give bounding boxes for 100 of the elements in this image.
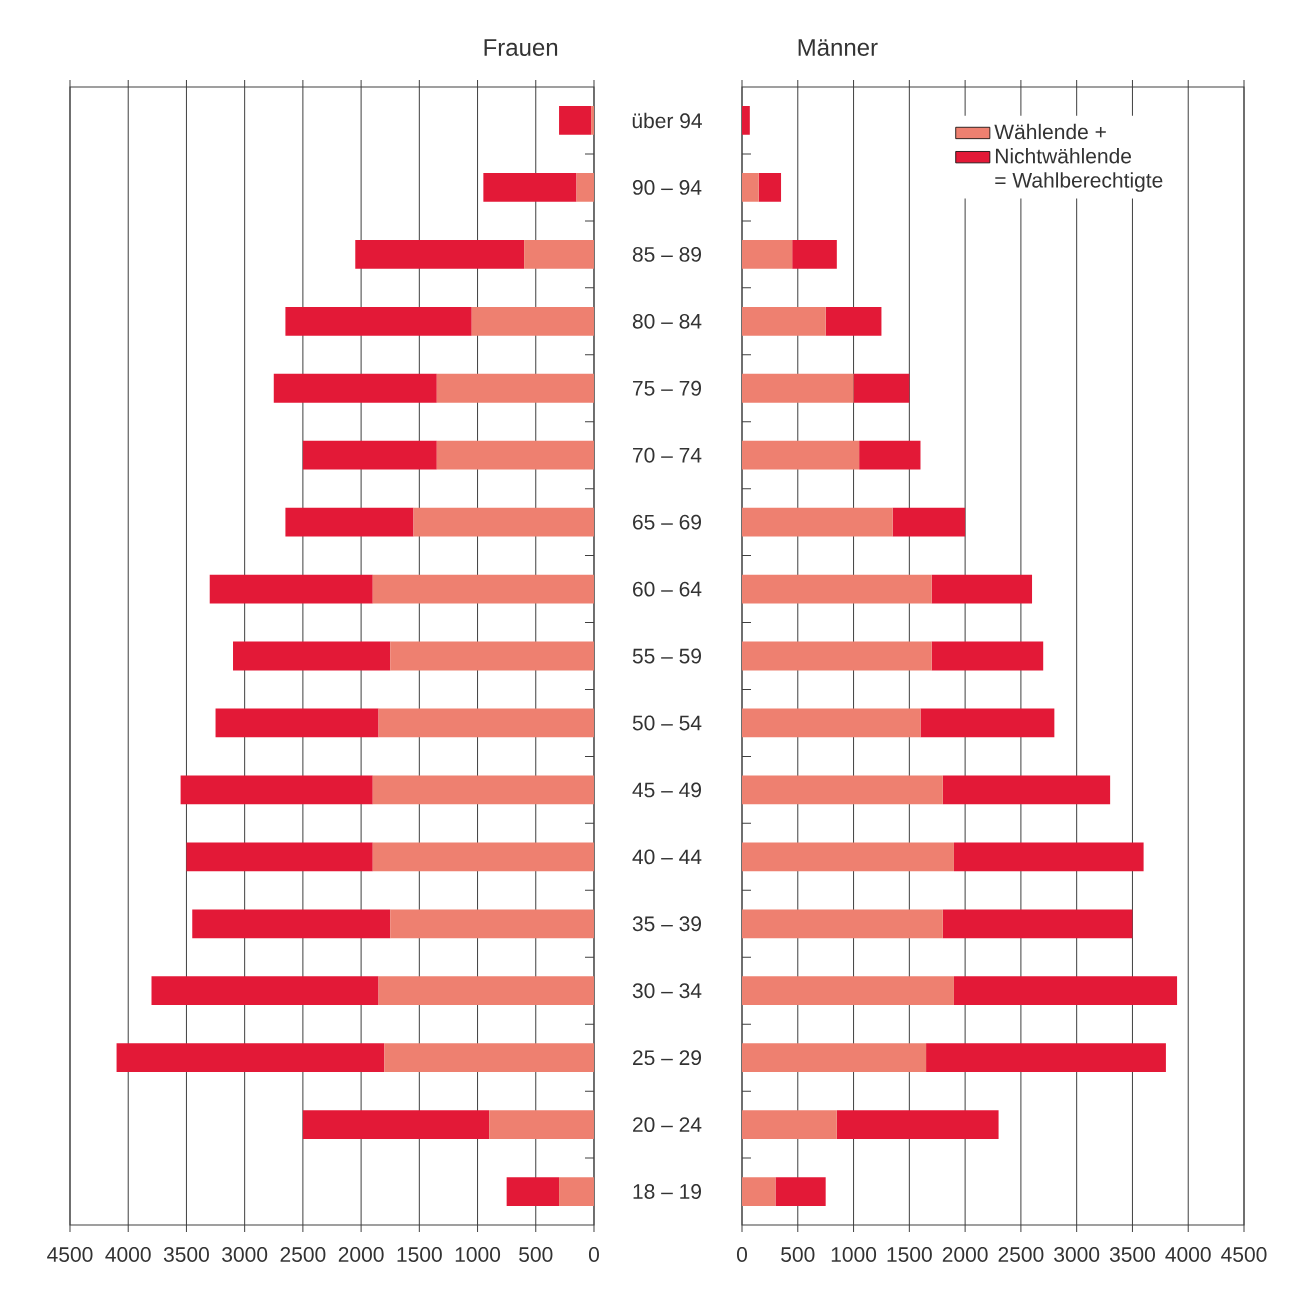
bar — [483, 173, 577, 202]
bar — [742, 708, 921, 738]
y-tick-label: 25 – 29 — [633, 1050, 701, 1066]
y-tick-label: 35 – 39 — [632, 916, 701, 932]
bar — [742, 909, 943, 939]
bar — [209, 574, 373, 604]
bar — [931, 641, 1044, 671]
x-tick-label: 2000 — [942, 1247, 988, 1262]
x-tick-label: 4000 — [1165, 1247, 1211, 1262]
x-tick-label: 0 — [736, 1247, 748, 1262]
y-tick-label: 90 – 94 — [632, 180, 702, 195]
bar — [273, 373, 437, 403]
bar — [192, 909, 391, 939]
bar — [920, 708, 1055, 738]
bar — [825, 306, 882, 336]
bar — [742, 1177, 776, 1206]
bar — [233, 641, 391, 671]
annotation: = Wahlberechtigte — [995, 172, 1163, 192]
x-tick-label: 3000 — [222, 1247, 268, 1262]
bar — [892, 507, 966, 537]
y-tick-label: 40 – 44 — [632, 849, 702, 865]
bar — [742, 106, 750, 135]
legend-label: Wählende + — [994, 123, 1106, 140]
bar — [378, 976, 594, 1006]
bar — [378, 708, 594, 738]
bar — [742, 173, 759, 202]
bar — [742, 641, 932, 671]
bar — [384, 1043, 594, 1073]
bar — [942, 775, 1111, 805]
bar — [742, 842, 954, 872]
bar — [413, 507, 594, 537]
bar — [186, 842, 373, 872]
y-tick-label: 65 – 69 — [633, 514, 701, 530]
bar — [372, 574, 594, 604]
bar — [390, 641, 594, 671]
bar — [302, 440, 437, 470]
bar — [942, 909, 1133, 939]
x-tick-label: 3000 — [1054, 1247, 1100, 1262]
x-tick-label: 500 — [781, 1247, 815, 1262]
bar — [859, 440, 921, 470]
bar — [116, 1043, 385, 1073]
bar — [742, 440, 860, 470]
x-tick-label: 1500 — [397, 1247, 442, 1262]
bar — [355, 239, 525, 269]
y-tick-label: 80 – 84 — [632, 313, 702, 329]
bar — [285, 306, 472, 336]
y-tick-label: über 94 — [632, 112, 702, 129]
bar — [853, 373, 910, 403]
bar — [742, 574, 932, 604]
x-tick-label: 2000 — [338, 1247, 384, 1262]
bar — [506, 1177, 560, 1206]
x-tick-label: 500 — [519, 1247, 553, 1262]
x-tick-label: 4000 — [105, 1247, 151, 1262]
bar — [489, 1110, 594, 1139]
y-tick-label: 50 – 54 — [632, 715, 702, 731]
bar — [953, 976, 1178, 1006]
bar — [524, 239, 594, 269]
x-tick-label: 4500 — [47, 1247, 93, 1262]
bar — [742, 306, 826, 336]
bar — [471, 306, 594, 336]
x-tick-label: 0 — [588, 1247, 599, 1262]
bar — [836, 1110, 999, 1139]
legend-label: Nichtwählende — [995, 148, 1132, 164]
bar — [302, 1110, 490, 1139]
y-tick-label: 20 – 24 — [633, 1117, 702, 1133]
y-tick-label: 75 – 79 — [633, 380, 701, 396]
x-tick-label: 3500 — [163, 1247, 209, 1262]
y-tick-label: 45 – 49 — [632, 782, 701, 798]
bar — [742, 507, 893, 537]
chart-title: Männer — [798, 39, 878, 56]
y-tick-label: 55 – 59 — [632, 648, 701, 664]
bar — [742, 1043, 927, 1073]
x-tick-label: 2500 — [280, 1247, 326, 1262]
x-tick-label: 2500 — [998, 1247, 1044, 1262]
bar — [742, 239, 793, 269]
bar — [436, 440, 594, 470]
bar — [953, 842, 1144, 872]
y-tick-label: 70 – 74 — [633, 447, 702, 463]
x-tick-label: 1000 — [455, 1247, 501, 1262]
bar — [180, 775, 373, 805]
x-tick-label: 3500 — [1109, 1247, 1155, 1262]
x-tick-label: 1000 — [831, 1247, 877, 1262]
x-tick-label: 1500 — [887, 1247, 932, 1262]
y-tick-label: 60 – 64 — [633, 581, 702, 597]
bar — [372, 775, 594, 805]
bar — [285, 507, 414, 537]
bar — [559, 106, 592, 135]
bar — [559, 1177, 594, 1206]
bar — [758, 173, 782, 202]
bar — [576, 173, 594, 202]
bar — [390, 909, 594, 939]
y-tick-label: 18 – 19 — [633, 1184, 701, 1199]
x-tick-label: 4500 — [1221, 1247, 1267, 1262]
bar — [215, 708, 379, 738]
bar — [775, 1177, 826, 1206]
bar — [742, 775, 943, 805]
bar — [926, 1043, 1166, 1073]
bar — [742, 976, 954, 1006]
bar — [151, 976, 379, 1006]
bar — [742, 373, 854, 403]
